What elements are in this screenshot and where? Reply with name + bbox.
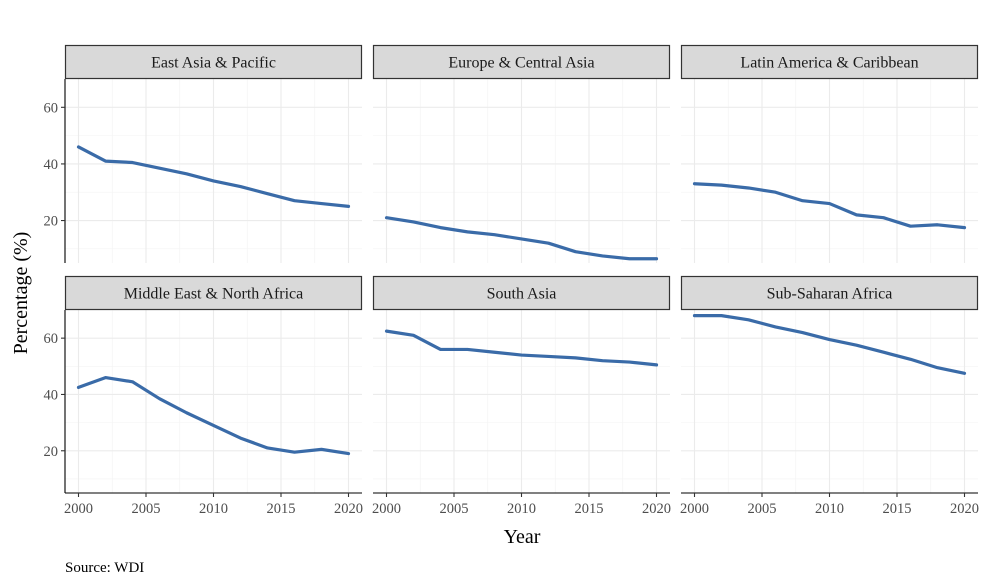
- strip-title-sub-saharan-africa: Sub-Saharan Africa: [767, 286, 893, 303]
- x-axis-title: Year: [504, 526, 541, 548]
- x-tick-label: 2000: [64, 501, 93, 517]
- y-axis-title: Percentage (%): [10, 232, 32, 355]
- y-tick-label: 60: [44, 331, 59, 347]
- series-line-south-asia: [384, 329, 659, 367]
- x-tick-label: 2005: [748, 501, 777, 517]
- strip-title-east-asia-and-pacific: East Asia & Pacific: [151, 55, 276, 72]
- x-tick-label: 2010: [815, 501, 844, 517]
- x-tick-label: 2020: [642, 501, 671, 517]
- x-tick-label: 2015: [575, 501, 604, 517]
- x-tick-label: 2010: [507, 501, 536, 517]
- x-tick-label: 2005: [440, 501, 469, 517]
- series-line-middle-east-and-north-africa: [76, 375, 351, 456]
- series-line-east-asia-and-pacific: [76, 145, 351, 208]
- strip-header-south-asia: [372, 275, 671, 311]
- strip-title-south-asia: South Asia: [487, 286, 557, 303]
- y-tick-label: 40: [44, 157, 59, 173]
- chart-panels: East Asia & Pacific Europe & Central Asia…: [64, 44, 979, 494]
- source-caption: Source: WDI: [65, 560, 144, 576]
- x-tick-label: 2015: [883, 501, 912, 517]
- strip-header-latin-america-and-caribbean: [680, 44, 979, 80]
- series-line-sub-saharan-africa: [692, 314, 967, 375]
- y-tick-label: 20: [44, 444, 59, 460]
- strip-header-europe-and-central-asia: [372, 44, 671, 80]
- panel-middle-east-and-north-africa: Middle East & North Africa: [64, 275, 363, 494]
- series-line-europe-and-central-asia: [384, 216, 659, 261]
- y-tick-label: 20: [44, 214, 59, 230]
- panel-east-asia-and-pacific: East Asia & Pacific: [64, 44, 363, 263]
- x-tick-label: 2000: [372, 501, 401, 517]
- x-tick-label: 2015: [267, 501, 296, 517]
- strip-title-europe-and-central-asia: Europe & Central Asia: [448, 55, 594, 72]
- strip-title-latin-america-and-caribbean: Latin America & Caribbean: [740, 55, 918, 72]
- y-tick-label: 60: [44, 100, 59, 116]
- x-tick-label: 2000: [680, 501, 709, 517]
- y-tick-labels: 20 40 60 20 40 60: [44, 100, 65, 460]
- x-tick-label: 2020: [334, 501, 363, 517]
- panel-europe-and-central-asia: Europe & Central Asia: [372, 44, 671, 263]
- strip-header-east-asia-and-pacific: [64, 44, 363, 80]
- strip-header-sub-saharan-africa: [680, 275, 979, 311]
- x-tick-label: 2020: [950, 501, 979, 517]
- x-tick-labels: 2000 2005 2010 2015 2020 2000 2005 2010 2015 2020…: [64, 493, 979, 517]
- y-tick-label: 40: [44, 387, 59, 403]
- x-tick-label: 2010: [199, 501, 228, 517]
- panel-south-asia: South Asia: [372, 275, 671, 494]
- series-line-latin-america-and-caribbean: [692, 182, 967, 230]
- x-tick-label: 2005: [132, 501, 161, 517]
- strip-title-middle-east-and-north-africa: Middle East & North Africa: [124, 286, 304, 303]
- panel-sub-saharan-africa: Sub-Saharan Africa: [680, 275, 979, 494]
- strip-header-middle-east-and-north-africa: [64, 275, 363, 311]
- panel-latin-america-and-caribbean: Latin America & Caribbean: [680, 44, 979, 263]
